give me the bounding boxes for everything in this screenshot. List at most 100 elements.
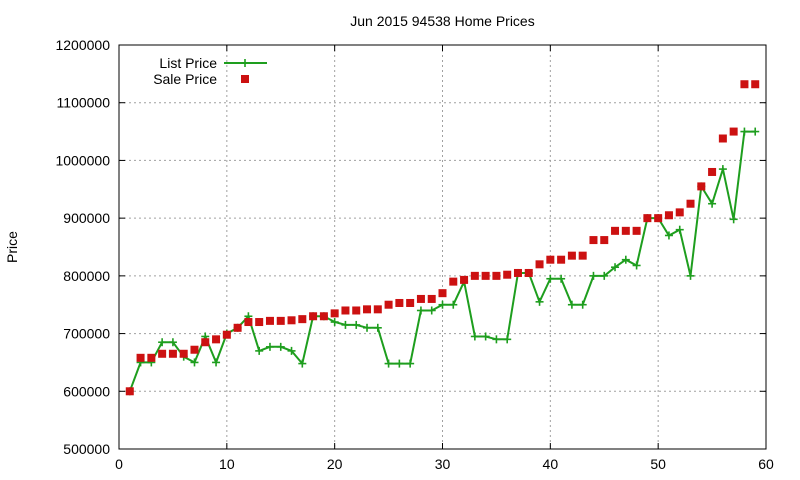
grid-layer [119, 45, 766, 449]
sale-price-point [287, 316, 296, 325]
sale-price-point [460, 275, 469, 284]
list-price-point [373, 323, 382, 332]
list-price-point [190, 358, 199, 367]
plot-frame [118, 44, 767, 450]
sale-price-point [255, 318, 264, 327]
sale-price-point [352, 306, 361, 315]
x-tick-label: 30 [435, 456, 451, 472]
list-price-point [287, 346, 296, 355]
sale-price-point [406, 298, 415, 307]
list-price-point [740, 127, 749, 136]
sale-price-point [276, 316, 285, 325]
y-tick-label: 1000000 [55, 152, 110, 168]
sale-price-point [373, 305, 382, 314]
sale-price-point [718, 134, 727, 143]
sale-price-point [503, 270, 512, 279]
sale-price-point [611, 226, 620, 235]
sale-price-point [330, 309, 339, 318]
list-price-point [330, 318, 339, 327]
sale-price-point [136, 353, 145, 362]
sale-price-point [233, 323, 242, 332]
sale-price-point [589, 236, 598, 245]
sale-price-point [740, 80, 749, 89]
sale-price-point [201, 338, 210, 347]
series-layer [125, 80, 760, 396]
list-price-point [470, 332, 479, 341]
sale-price-point [557, 255, 566, 264]
list-price-point [298, 359, 307, 368]
list-price-point [664, 231, 673, 240]
y-tick-label: 1100000 [57, 95, 111, 111]
sale-price-point [654, 214, 663, 223]
sale-price-point [697, 182, 706, 191]
sale-price-point [212, 335, 221, 344]
list-price-point [255, 346, 264, 355]
sale-price-point [244, 318, 253, 327]
list-price-point [751, 127, 760, 136]
list-price-point [535, 297, 544, 306]
sale-price-point [567, 251, 576, 260]
list-price-point [341, 320, 350, 329]
sale-price-point [265, 316, 274, 325]
list-price-point [449, 300, 458, 309]
list-price-point [438, 300, 447, 309]
y-tick-label: 600000 [63, 383, 110, 399]
sale-price-point [449, 277, 458, 286]
sale-price-point [427, 294, 436, 303]
list-price-point [276, 342, 285, 351]
x-tick-label: 60 [758, 456, 774, 472]
sale-price-point [675, 208, 684, 217]
sale-price-point [492, 271, 501, 280]
sale-price-point [168, 349, 177, 358]
list-price-point [395, 359, 404, 368]
sale-price-point [513, 268, 522, 277]
sale-price-point [600, 236, 609, 245]
series-1 [125, 80, 760, 396]
sale-price-point [686, 199, 695, 208]
list-price-point [492, 335, 501, 344]
sale-price-point [621, 226, 630, 235]
list-price-point [503, 335, 512, 344]
y-tick-label: 800000 [63, 268, 110, 284]
sale-price-point [125, 387, 134, 396]
list-price-point [729, 215, 738, 224]
tick-layer: 0 10 20 30 40 50 60 500000 600000 700000 800000 900… [55, 37, 774, 472]
x-tick-label: 20 [327, 456, 343, 472]
sale-price-point [384, 300, 393, 309]
legend-square-swatch [241, 75, 249, 83]
list-price-point [168, 338, 177, 347]
sale-price-point [708, 167, 717, 176]
sale-price-point [147, 353, 156, 362]
sale-price-point [438, 289, 447, 298]
y-axis-label: Price [4, 231, 20, 263]
sale-price-point [470, 271, 479, 280]
sale-price-point [319, 312, 328, 321]
y-tick-label: 500000 [63, 441, 110, 457]
list-price-point [632, 261, 641, 270]
list-price-point [416, 306, 425, 315]
sale-price-point [363, 305, 372, 314]
y-tick-label: 700000 [63, 326, 110, 342]
sale-price-point [546, 255, 555, 264]
list-price-point [427, 306, 436, 315]
list-price-point [158, 338, 167, 347]
list-price-point [265, 342, 274, 351]
sale-price-point [751, 80, 760, 89]
legend-label: List Price [159, 55, 217, 71]
list-price-point [600, 271, 609, 280]
list-price-point [363, 323, 372, 332]
list-price-point [621, 255, 630, 264]
sale-price-point [632, 226, 641, 235]
list-price-point [675, 225, 684, 234]
list-price-point [481, 332, 490, 341]
legend-plus-marker [241, 59, 249, 67]
sale-price-point [524, 268, 533, 277]
sale-price-point [222, 330, 231, 339]
list-price-point [686, 271, 695, 280]
list-price-point [352, 320, 361, 329]
x-tick-label: 50 [650, 456, 666, 472]
x-tick-label: 0 [115, 456, 123, 472]
